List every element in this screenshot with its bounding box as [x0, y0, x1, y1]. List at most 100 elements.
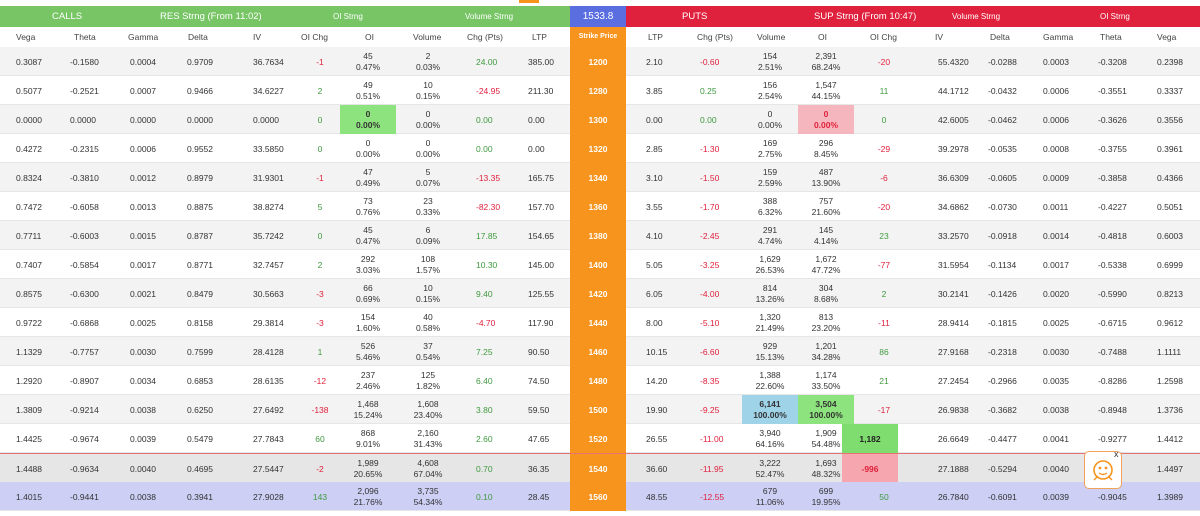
strike-price-cell[interactable]: 1380 [570, 221, 626, 250]
p-oi-value: 1,909 [815, 427, 837, 438]
table-row[interactable]: 0.7407 -0.5854 0.0017 0.8771 32.7457 2 292 3.03… [0, 250, 1200, 279]
c-vol-percent: 0.58% [415, 322, 441, 333]
p-oi-percent: 0.00% [813, 119, 839, 130]
table-row[interactable]: 1.1329 -0.7757 0.0030 0.7599 28.4128 1 526 5.46… [0, 337, 1200, 366]
p-iv-cell: 26.9838 [938, 404, 969, 415]
table-row[interactable]: 0.4272 -0.2315 0.0006 0.9552 33.5850 0 0 0.00% 0… [0, 134, 1200, 163]
strike-price-cell[interactable]: 1520 [570, 424, 626, 453]
calls-volume-strng-label[interactable]: Volume Strng [465, 12, 514, 21]
table-row[interactable]: 1.4425 -0.9674 0.0039 0.5479 27.7843 60 868 9.0… [0, 424, 1200, 453]
table-row[interactable]: 1.2920 -0.8907 0.0034 0.6853 28.6135 -12 237 2.… [0, 366, 1200, 395]
table-row[interactable]: 0.0000 0.0000 0.0000 0.0000 0.0000 0 0 0.00% 0 0.… [0, 105, 1200, 134]
p-oi-value: 813 [818, 311, 834, 322]
calls-oi-strng-label[interactable]: OI Strng [333, 12, 363, 21]
col-calls-delta[interactable]: Delta [188, 32, 208, 42]
col-puts-iv[interactable]: IV [935, 32, 944, 42]
res-strng-label[interactable]: RES Strng (From 11:02) [160, 11, 262, 22]
p-vol-cell: 169 2.75% [742, 134, 798, 163]
p-gamma-cell: 0.0030 [1043, 346, 1069, 357]
p-delta-cell: -0.0605 [988, 172, 1017, 183]
table-row[interactable]: 0.8575 -0.6300 0.0021 0.8479 30.5663 -3 66 0.69… [0, 279, 1200, 308]
strike-price-cell[interactable]: 1440 [570, 308, 626, 337]
strike-price-cell[interactable]: 1200 [570, 47, 626, 76]
strike-price-cell[interactable]: 1400 [570, 250, 626, 279]
c-gamma-cell: 0.0040 [130, 463, 156, 474]
strike-price-cell[interactable]: 1300 [570, 105, 626, 134]
col-calls-theta[interactable]: Theta [74, 32, 96, 42]
table-row[interactable]: 0.5077 -0.2521 0.0007 0.9466 34.6227 2 49 0.51%… [0, 76, 1200, 105]
p-vol-value: 814 [762, 282, 778, 293]
col-puts-oi[interactable]: OI [818, 32, 827, 42]
c-gamma-cell: 0.0017 [130, 259, 156, 270]
p-theta-cell: -0.9277 [1098, 433, 1127, 444]
p-vol-cell: 1,388 22.60% [742, 366, 798, 395]
table-row[interactable]: 1.4488 -0.9634 0.0040 0.4695 27.5447 -2 1,989 2… [0, 453, 1200, 483]
c-oichg-cell: 0 [317, 143, 323, 154]
col-calls-chg[interactable]: Chg (Pts) [467, 32, 503, 42]
widget-close-icon[interactable]: x [1114, 449, 1119, 459]
p-vol-cell: 3,940 64.16% [742, 424, 798, 453]
c-oi-cell: 45 0.47% [340, 47, 396, 76]
p-ltp-cell: 0.00 [646, 114, 663, 125]
col-calls-oi[interactable]: OI [365, 32, 374, 42]
p-theta-cell: -0.5338 [1098, 259, 1127, 270]
col-puts-gamma[interactable]: Gamma [1043, 32, 1074, 42]
c-oi-value: 868 [360, 427, 376, 438]
p-vega-cell: 0.6003 [1157, 230, 1183, 241]
puts-volume-strng-label[interactable]: Volume Strng [952, 12, 1001, 21]
table-row[interactable]: 0.7711 -0.6003 0.0015 0.8787 35.7242 0 45 0.47%… [0, 221, 1200, 250]
c-delta-cell: 0.3941 [187, 491, 213, 502]
puts-oi-strng-label[interactable]: OI Strng [1100, 12, 1130, 21]
col-calls-gamma[interactable]: Gamma [128, 32, 159, 42]
c-vega-cell: 0.7472 [16, 201, 42, 212]
p-ltp-cell: 3.85 [646, 85, 663, 96]
col-puts-ltp[interactable]: LTP [648, 32, 663, 42]
strike-price-cell[interactable]: 1280 [570, 76, 626, 105]
c-oi-value: 154 [360, 311, 376, 322]
col-calls-ltp[interactable]: LTP [532, 32, 547, 42]
col-puts-vega[interactable]: Vega [1157, 32, 1177, 42]
c-ltp-cell: 28.45 [528, 491, 550, 502]
c-oi-value: 237 [360, 369, 376, 380]
p-delta-cell: -0.1815 [988, 317, 1017, 328]
col-puts-delta[interactable]: Delta [990, 32, 1010, 42]
table-row[interactable]: 1.3809 -0.9214 0.0038 0.6250 27.6492 -138 1,46… [0, 395, 1200, 424]
p-oi-value: 1,201 [815, 340, 837, 351]
strike-price-cell[interactable]: 1360 [570, 192, 626, 221]
col-calls-vega[interactable]: Vega [16, 32, 36, 42]
p-iv-cell: 31.5954 [938, 259, 969, 270]
strike-price-cell[interactable]: 1320 [570, 134, 626, 163]
sup-strng-label[interactable]: SUP Strng (From 10:47) [814, 11, 917, 22]
strike-price-cell[interactable]: 1480 [570, 366, 626, 395]
p-vega-cell: 1.3736 [1157, 404, 1183, 415]
strike-price-cell[interactable]: 1340 [570, 163, 626, 192]
strike-price-cell[interactable]: 1460 [570, 337, 626, 366]
table-row[interactable]: 1.4015 -0.9441 0.0038 0.3941 27.9028 143 2,096… [0, 482, 1200, 511]
col-puts-chg[interactable]: Chg (Pts) [697, 32, 733, 42]
p-vol-percent: 0.00% [757, 119, 783, 130]
c-theta-cell: -0.9441 [70, 491, 99, 502]
calculator-widget-button[interactable] [1084, 451, 1122, 489]
col-puts-theta[interactable]: Theta [1100, 32, 1122, 42]
p-vol-percent: 15.13% [755, 351, 785, 362]
col-calls-iv[interactable]: IV [253, 32, 262, 42]
col-puts-oi-chg[interactable]: OI Chg [870, 32, 897, 42]
table-row[interactable]: 0.9722 -0.6868 0.0025 0.8158 29.3814 -3 154 1.6… [0, 308, 1200, 337]
p-iv-cell: 33.2570 [938, 230, 969, 241]
table-row[interactable]: 0.7472 -0.6058 0.0013 0.8875 38.8274 5 73 0.76%… [0, 192, 1200, 221]
p-oi-value: 3,504 [815, 398, 837, 409]
c-gamma-cell: 0.0007 [130, 85, 156, 96]
col-puts-volume[interactable]: Volume [757, 32, 786, 42]
c-oi-value: 45 [363, 50, 373, 61]
p-oi-cell: 0 0.00% [798, 105, 854, 134]
table-row[interactable]: 0.8324 -0.3810 0.0012 0.8979 31.9301 -1 47 0.49… [0, 163, 1200, 192]
strike-price-cell[interactable]: 1420 [570, 279, 626, 308]
strike-price-cell[interactable]: 1540 [570, 454, 626, 483]
table-row[interactable]: 0.3087 -0.1580 0.0004 0.9709 36.7634 -1 45 0.47… [0, 47, 1200, 76]
col-calls-volume[interactable]: Volume [413, 32, 442, 42]
col-calls-oi-chg[interactable]: OI Chg [301, 32, 328, 42]
strike-price-cell[interactable]: 1560 [570, 482, 626, 511]
c-ltp-cell: 36.35 [528, 463, 550, 474]
strike-price-cell[interactable]: 1500 [570, 395, 626, 424]
col-strike-price[interactable]: Strike Price [570, 27, 626, 47]
